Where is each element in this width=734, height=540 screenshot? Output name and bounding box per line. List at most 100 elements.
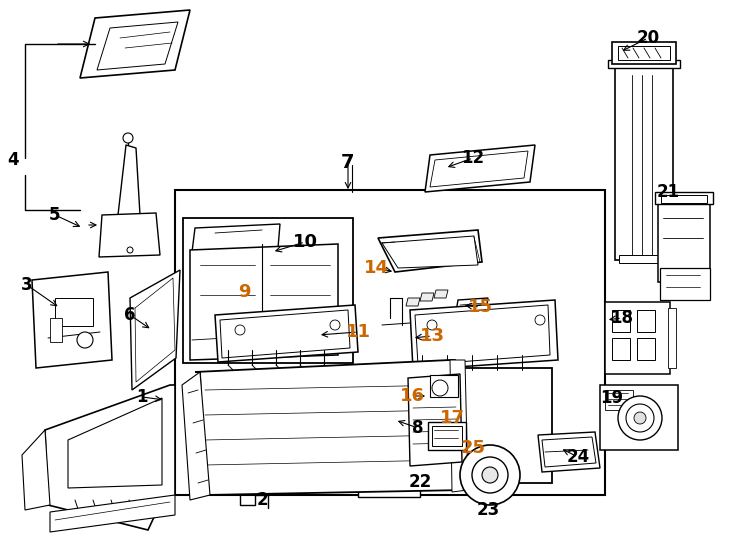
Bar <box>658 200 710 282</box>
Bar <box>332 410 341 420</box>
Circle shape <box>626 404 654 432</box>
Bar <box>358 410 367 420</box>
Bar <box>612 42 676 64</box>
Polygon shape <box>430 151 528 187</box>
Bar <box>655 192 713 204</box>
Polygon shape <box>32 272 112 368</box>
Circle shape <box>618 396 662 440</box>
Bar <box>308 410 317 420</box>
Circle shape <box>427 320 437 330</box>
Bar <box>637 310 655 332</box>
Bar <box>358 462 420 497</box>
Text: 23: 23 <box>476 501 500 519</box>
Bar <box>364 467 380 476</box>
Bar <box>612 338 630 360</box>
Circle shape <box>123 133 133 143</box>
Text: 12: 12 <box>462 149 484 167</box>
Polygon shape <box>420 293 434 301</box>
Polygon shape <box>542 437 596 467</box>
Circle shape <box>482 467 498 483</box>
Bar <box>660 268 710 300</box>
Text: 15: 15 <box>468 298 493 316</box>
Polygon shape <box>378 230 482 272</box>
Bar <box>355 407 400 462</box>
Text: 2: 2 <box>256 491 268 509</box>
Polygon shape <box>99 213 160 257</box>
Bar <box>619 255 669 263</box>
Polygon shape <box>406 298 420 306</box>
Bar <box>661 195 707 203</box>
Bar <box>386 479 402 488</box>
Polygon shape <box>45 385 175 530</box>
Circle shape <box>330 320 340 330</box>
Text: 18: 18 <box>611 309 633 327</box>
Polygon shape <box>456 298 488 312</box>
Bar <box>432 426 462 446</box>
Bar <box>364 479 380 488</box>
Circle shape <box>235 325 245 335</box>
Bar <box>637 338 655 360</box>
Polygon shape <box>195 360 465 495</box>
Circle shape <box>432 380 448 396</box>
Text: 6: 6 <box>124 306 136 324</box>
Polygon shape <box>97 22 178 70</box>
Bar <box>50 318 62 342</box>
Bar <box>605 302 670 374</box>
Polygon shape <box>410 300 558 370</box>
Text: 14: 14 <box>363 259 388 277</box>
Polygon shape <box>80 10 190 78</box>
Text: 4: 4 <box>7 151 19 169</box>
Circle shape <box>127 247 133 253</box>
Text: 3: 3 <box>21 276 33 294</box>
Text: 9: 9 <box>238 283 250 301</box>
Text: 7: 7 <box>341 152 355 172</box>
Polygon shape <box>190 244 338 360</box>
Bar <box>175 190 605 495</box>
Text: 13: 13 <box>420 327 445 345</box>
Text: 21: 21 <box>656 183 680 201</box>
Polygon shape <box>382 236 478 268</box>
Bar <box>668 308 676 368</box>
Text: 11: 11 <box>346 323 371 341</box>
Polygon shape <box>415 305 550 365</box>
Bar <box>397 368 552 483</box>
Bar <box>612 310 630 332</box>
Text: 25: 25 <box>460 439 485 457</box>
Polygon shape <box>538 432 600 472</box>
Bar <box>305 407 350 462</box>
Bar <box>600 385 678 450</box>
Bar <box>618 46 670 60</box>
Polygon shape <box>425 145 535 192</box>
Polygon shape <box>22 430 50 510</box>
Bar <box>605 390 633 410</box>
Polygon shape <box>215 305 358 362</box>
Text: 5: 5 <box>49 206 61 224</box>
Bar <box>428 422 466 450</box>
Polygon shape <box>450 360 468 492</box>
Polygon shape <box>50 495 175 532</box>
Bar <box>430 375 458 397</box>
Bar <box>300 402 405 467</box>
Polygon shape <box>68 398 162 488</box>
Text: 17: 17 <box>440 409 465 427</box>
Text: 10: 10 <box>293 233 318 251</box>
Polygon shape <box>130 270 180 390</box>
Circle shape <box>535 315 545 325</box>
Polygon shape <box>220 310 350 358</box>
Polygon shape <box>408 374 462 466</box>
Bar <box>320 410 329 420</box>
Bar <box>370 410 379 420</box>
Text: 22: 22 <box>408 473 432 491</box>
Polygon shape <box>608 60 680 68</box>
Text: 16: 16 <box>399 387 424 405</box>
Polygon shape <box>192 224 280 252</box>
Bar <box>615 65 673 260</box>
Text: 8: 8 <box>413 419 424 437</box>
Bar <box>386 467 402 476</box>
Circle shape <box>77 332 93 348</box>
Text: 1: 1 <box>137 388 148 406</box>
Circle shape <box>472 457 508 493</box>
Text: 24: 24 <box>567 448 589 466</box>
Circle shape <box>634 412 646 424</box>
Bar <box>183 218 353 363</box>
